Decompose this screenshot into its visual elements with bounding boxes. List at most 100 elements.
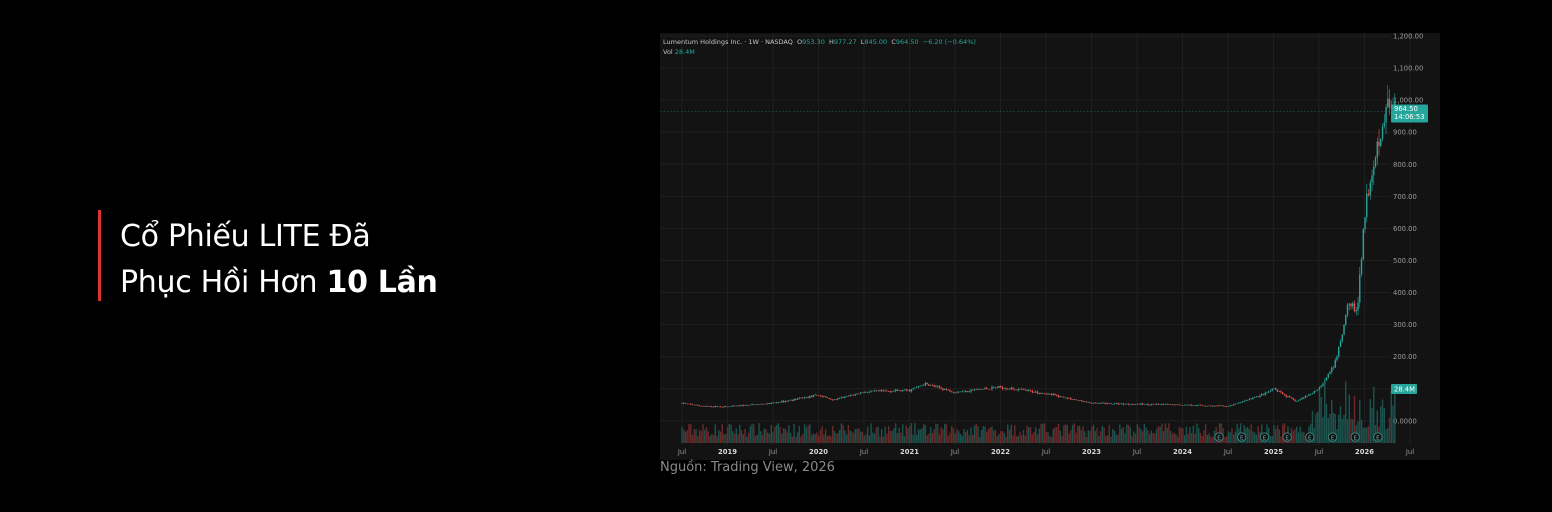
candle-body [802, 397, 804, 399]
x-tick-label: Jul [859, 448, 868, 456]
candle-body [749, 404, 752, 406]
candle-body [1155, 403, 1158, 405]
candle-body [1089, 402, 1091, 403]
candle-body [951, 391, 953, 393]
candle-body [1317, 389, 1319, 391]
volume-bar [684, 431, 687, 443]
volume-bar [1360, 419, 1363, 443]
y-tick-label: 300.00 [1393, 321, 1417, 329]
candle-body [977, 388, 979, 390]
volume-bar [919, 429, 921, 443]
chart-canvas[interactable]: 1,200.00 1,100.00 1,000.00 900.00 800.00 700.… [660, 33, 1440, 460]
volume-bar [1373, 386, 1375, 443]
legend-change: −6.20 (−0.64%) [922, 38, 976, 46]
volume-bar [1371, 407, 1373, 443]
volume-bar [1392, 405, 1394, 443]
candle-body [1078, 400, 1081, 401]
volume-bar [940, 427, 942, 443]
volume-bar [952, 428, 955, 443]
volume-bar [735, 428, 737, 443]
volume-bar [1052, 428, 1054, 443]
volume-bar [1092, 424, 1095, 443]
volume-bar [726, 427, 729, 443]
volume-bar [1299, 426, 1301, 443]
volume-bar [866, 426, 869, 443]
volume-bar [1339, 406, 1342, 443]
volume-bar [875, 427, 878, 443]
candle-body [1248, 398, 1251, 401]
volume-bar [1015, 436, 1018, 443]
volume-bar [753, 424, 755, 443]
volume-bar [963, 428, 965, 443]
headline: Cổ Phiếu LITE Đã Phục Hồi Hơn 10 Lần [120, 214, 438, 306]
volume-bar [1297, 432, 1300, 443]
candle-body [1087, 402, 1090, 403]
candle-body [954, 392, 956, 394]
candle-body [751, 404, 753, 405]
candle-body [1113, 403, 1116, 404]
candle-body [1012, 387, 1014, 390]
earnings-marker-label: E [1240, 435, 1244, 441]
volume-bar [901, 424, 904, 443]
volume-bar [973, 425, 976, 443]
last-price-tag [1391, 104, 1428, 123]
volume-bar [1273, 424, 1275, 443]
candle-body [1066, 397, 1068, 399]
x-tick-label: Jul [1041, 448, 1050, 456]
candle-body [842, 397, 844, 398]
volume-bar [1276, 425, 1279, 443]
volume-bar [1206, 435, 1209, 443]
price-chart[interactable]: 1,200.00 1,100.00 1,000.00 900.00 800.00 700.… [660, 33, 1440, 460]
candle-body [1320, 385, 1322, 388]
volume-bar [732, 431, 734, 443]
volume-bar [856, 429, 858, 443]
volume-bar [1070, 430, 1072, 443]
volume-bar [1303, 432, 1305, 443]
volume-bar [1131, 436, 1133, 443]
candle-body [1031, 390, 1033, 393]
candle-body [1225, 406, 1228, 408]
candle-body [1047, 393, 1049, 395]
candle-body [1126, 403, 1128, 405]
candle-body [768, 403, 771, 404]
volume-bar [819, 429, 822, 443]
volume-bar [1040, 423, 1042, 443]
y-tick-label: 800.00 [1393, 161, 1417, 169]
candle-body [690, 403, 692, 405]
candle-body [1353, 303, 1356, 312]
candle-body [1183, 404, 1186, 406]
volume-bar [1246, 426, 1249, 443]
candle-body [1015, 389, 1018, 391]
volume-bar [1325, 403, 1328, 443]
candle-body [1112, 403, 1114, 405]
candle-body [861, 392, 864, 394]
candle-body [1268, 391, 1270, 393]
volume-bar [938, 434, 941, 443]
candle-body [1211, 405, 1214, 407]
volume-bar [803, 424, 806, 443]
candle-body [1136, 403, 1139, 405]
candle-body [1236, 403, 1238, 405]
candle-body [1182, 405, 1184, 406]
candle-body [1022, 389, 1025, 391]
legend-open-label: O [797, 38, 803, 46]
volume-bar [1388, 417, 1391, 443]
candle-body [1394, 101, 1396, 106]
earnings-marker-label: E [1217, 435, 1221, 441]
volume-bar [882, 436, 885, 443]
candle-body [931, 385, 934, 386]
candle-body [702, 405, 704, 407]
candle-body [1325, 377, 1328, 381]
legend-high-label: H [829, 38, 834, 46]
candle-body [980, 389, 983, 390]
candle-body [788, 400, 790, 402]
candle-body [707, 406, 709, 407]
volume-bar [887, 426, 890, 443]
volume-bar [1047, 432, 1049, 443]
candle-body [1040, 392, 1042, 394]
candle-body [1131, 404, 1133, 405]
volume-bar [858, 428, 860, 443]
volume-bar [1143, 424, 1146, 443]
volume-bar [707, 431, 709, 443]
candle-body [1196, 404, 1198, 406]
